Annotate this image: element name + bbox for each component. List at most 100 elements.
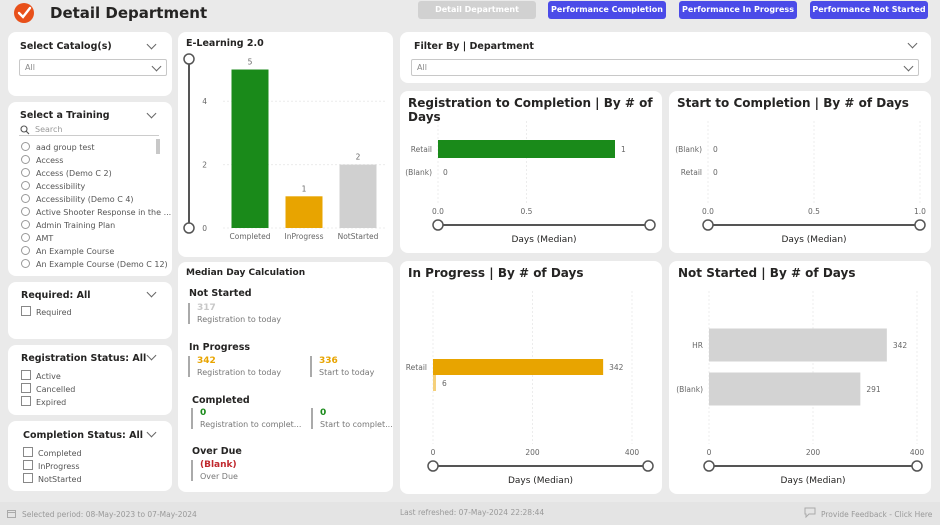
x-tick-label: 400 bbox=[625, 448, 640, 457]
y-tick-label: Retail bbox=[411, 145, 432, 154]
notstarted-checkbox[interactable]: NotStarted bbox=[23, 473, 82, 484]
slider-handle-left bbox=[432, 219, 444, 231]
data-label: 5 bbox=[248, 58, 253, 67]
in-progress-registration-value: 342 bbox=[197, 356, 216, 366]
chevron-down-icon[interactable] bbox=[146, 287, 157, 298]
catalog-filter-title: Select Catalog(s) bbox=[20, 41, 112, 52]
scrollbar[interactable] bbox=[156, 139, 160, 154]
over-due-label: Over Due bbox=[200, 472, 238, 481]
completed-checkbox[interactable]: Completed bbox=[23, 447, 82, 458]
cancelled-checkbox[interactable]: Cancelled bbox=[21, 383, 75, 394]
chevron-down-icon[interactable] bbox=[907, 38, 918, 49]
not-started-days-title: Not Started | By # of Days bbox=[678, 266, 856, 280]
completed-registration-label: Registration to complet... bbox=[200, 420, 302, 429]
slider-handle-left bbox=[702, 219, 714, 231]
start-to-completion-chart: 0.0 0.5 1.0 (Blank) 0 Retail 0 Days (Median) bbox=[675, 121, 926, 245]
search-icon bbox=[20, 125, 30, 135]
bar-inprogress bbox=[285, 196, 323, 228]
training-option[interactable]: Access (Demo C 2) bbox=[21, 168, 112, 178]
y-tick-label: HR bbox=[692, 341, 703, 350]
slider-handle-right bbox=[914, 219, 926, 231]
in-progress-registration-label: Registration to today bbox=[197, 368, 282, 377]
chevron-down-icon[interactable] bbox=[146, 427, 157, 438]
y-tick-label: 0 bbox=[202, 224, 207, 233]
catalog-filter-card: Select Catalog(s) All bbox=[8, 32, 172, 96]
x-tick-label: 0.0 bbox=[432, 207, 444, 216]
y-tick-label: Retail bbox=[681, 168, 702, 177]
data-label: 291 bbox=[866, 385, 881, 394]
chevron-down-icon[interactable] bbox=[146, 39, 157, 50]
training-option[interactable]: Active Shooter Response in the ... bbox=[21, 207, 171, 217]
performance-in-progress-button[interactable]: Performance In Progress bbox=[679, 1, 797, 19]
in-progress-days-title: In Progress | By # of Days bbox=[408, 266, 584, 280]
x-tick-label: InProgress bbox=[285, 232, 324, 241]
completed-start-label: Start to complet... bbox=[320, 420, 393, 429]
data-label: 1 bbox=[621, 145, 626, 154]
training-option[interactable]: Accessibility (Demo C 4) bbox=[21, 194, 134, 204]
not-started-days-chart: 0 200 400 HR 342 (Blank) 291 Days (Median) bbox=[676, 291, 924, 486]
start-to-completion-title: Start to Completion | By # of Days bbox=[677, 96, 909, 110]
slider-handle-left bbox=[703, 460, 715, 472]
training-option[interactable]: aad group test bbox=[21, 142, 95, 152]
data-label: 342 bbox=[893, 341, 908, 350]
training-filter-title: Select a Training bbox=[20, 110, 110, 121]
catalog-dropdown-value: All bbox=[25, 63, 35, 72]
data-label: 0 bbox=[713, 168, 718, 177]
bar-blank bbox=[709, 372, 861, 406]
expired-checkbox[interactable]: Expired bbox=[21, 396, 66, 407]
required-checkbox[interactable]: Required bbox=[21, 306, 72, 317]
registration-status-title: Registration Status: All bbox=[21, 353, 147, 364]
active-checkbox[interactable]: Active bbox=[21, 370, 61, 381]
over-due-value: (Blank) bbox=[200, 460, 237, 470]
chevron-down-icon[interactable] bbox=[146, 350, 157, 361]
provide-feedback-link[interactable]: Provide Feedback - Click Here bbox=[821, 510, 933, 519]
x-tick-label: 0.0 bbox=[702, 207, 714, 216]
start-to-completion-card: Start to Completion | By # of Days 0.0 0.… bbox=[669, 91, 931, 253]
calendar-icon bbox=[7, 510, 16, 518]
completed-metric-start: 0 Start to complet... bbox=[311, 408, 393, 429]
x-axis-title: Days (Median) bbox=[508, 476, 573, 486]
training-filter-card: Select a Training Search aad group test … bbox=[8, 102, 172, 276]
training-option[interactable]: AMT bbox=[21, 233, 53, 243]
chevron-down-icon bbox=[903, 61, 914, 72]
page-title: Detail Department bbox=[50, 4, 208, 22]
bar-completed bbox=[231, 69, 269, 228]
median-day-card: Median Day Calculation Not Started 317 R… bbox=[178, 262, 393, 492]
training-option[interactable]: Accessibility bbox=[21, 181, 85, 191]
in-progress-start-value: 336 bbox=[319, 356, 338, 366]
filter-by-department-card: Filter By | Department All bbox=[400, 32, 931, 83]
performance-completion-button[interactable]: Performance Completion bbox=[548, 1, 666, 19]
inprogress-checkbox[interactable]: InProgress bbox=[23, 460, 80, 471]
training-option[interactable]: Access bbox=[21, 155, 63, 165]
training-search[interactable]: Search bbox=[19, 124, 159, 136]
x-tick-label: NotStarted bbox=[338, 232, 379, 241]
bar-retail bbox=[438, 140, 615, 158]
training-option[interactable]: An Example Course bbox=[21, 246, 114, 256]
performance-not-started-button[interactable]: Performance Not Started bbox=[810, 1, 928, 19]
slider-handle-bottom bbox=[183, 222, 195, 234]
detail-department-button[interactable]: Detail Department bbox=[418, 1, 536, 19]
in-progress-metric-registration: 342 Registration to today bbox=[188, 356, 281, 377]
filter-by-department-title: Filter By | Department bbox=[414, 41, 534, 52]
bar-registration-to-today bbox=[433, 359, 604, 375]
department-dropdown[interactable]: All bbox=[411, 59, 919, 76]
chevron-down-icon[interactable] bbox=[146, 108, 157, 119]
y-tick-label: Retail bbox=[406, 363, 427, 372]
y-tick-label: (Blank) bbox=[675, 145, 702, 154]
training-option[interactable]: An Example Course (Demo C 12) bbox=[21, 259, 168, 269]
required-filter-card: Required: All Required bbox=[8, 282, 172, 339]
catalog-dropdown[interactable]: All bbox=[19, 59, 167, 76]
not-started-heading: Not Started bbox=[189, 288, 252, 299]
over-due-heading: Over Due bbox=[192, 446, 242, 457]
completed-metric-registration: 0 Registration to complet... bbox=[191, 408, 301, 429]
x-tick-label: 0.5 bbox=[521, 207, 533, 216]
elearning-chart-card: E-Learning 2.0 0 2 4 5 Completed 1 InProgress 2… bbox=[178, 32, 393, 257]
registration-to-completion-card: Registration to Completion | By # of Day… bbox=[400, 91, 662, 253]
x-axis-title: Days (Median) bbox=[780, 476, 845, 486]
feedback-icon[interactable] bbox=[804, 507, 816, 518]
elearning-chart: 0 2 4 5 Completed 1 InProgress 2 NotStarted bbox=[183, 53, 385, 241]
median-day-title: Median Day Calculation bbox=[186, 268, 306, 278]
y-tick-label: (Blank) bbox=[405, 168, 432, 177]
search-placeholder: Search bbox=[35, 125, 63, 134]
training-option[interactable]: Admin Training Plan bbox=[21, 220, 115, 230]
